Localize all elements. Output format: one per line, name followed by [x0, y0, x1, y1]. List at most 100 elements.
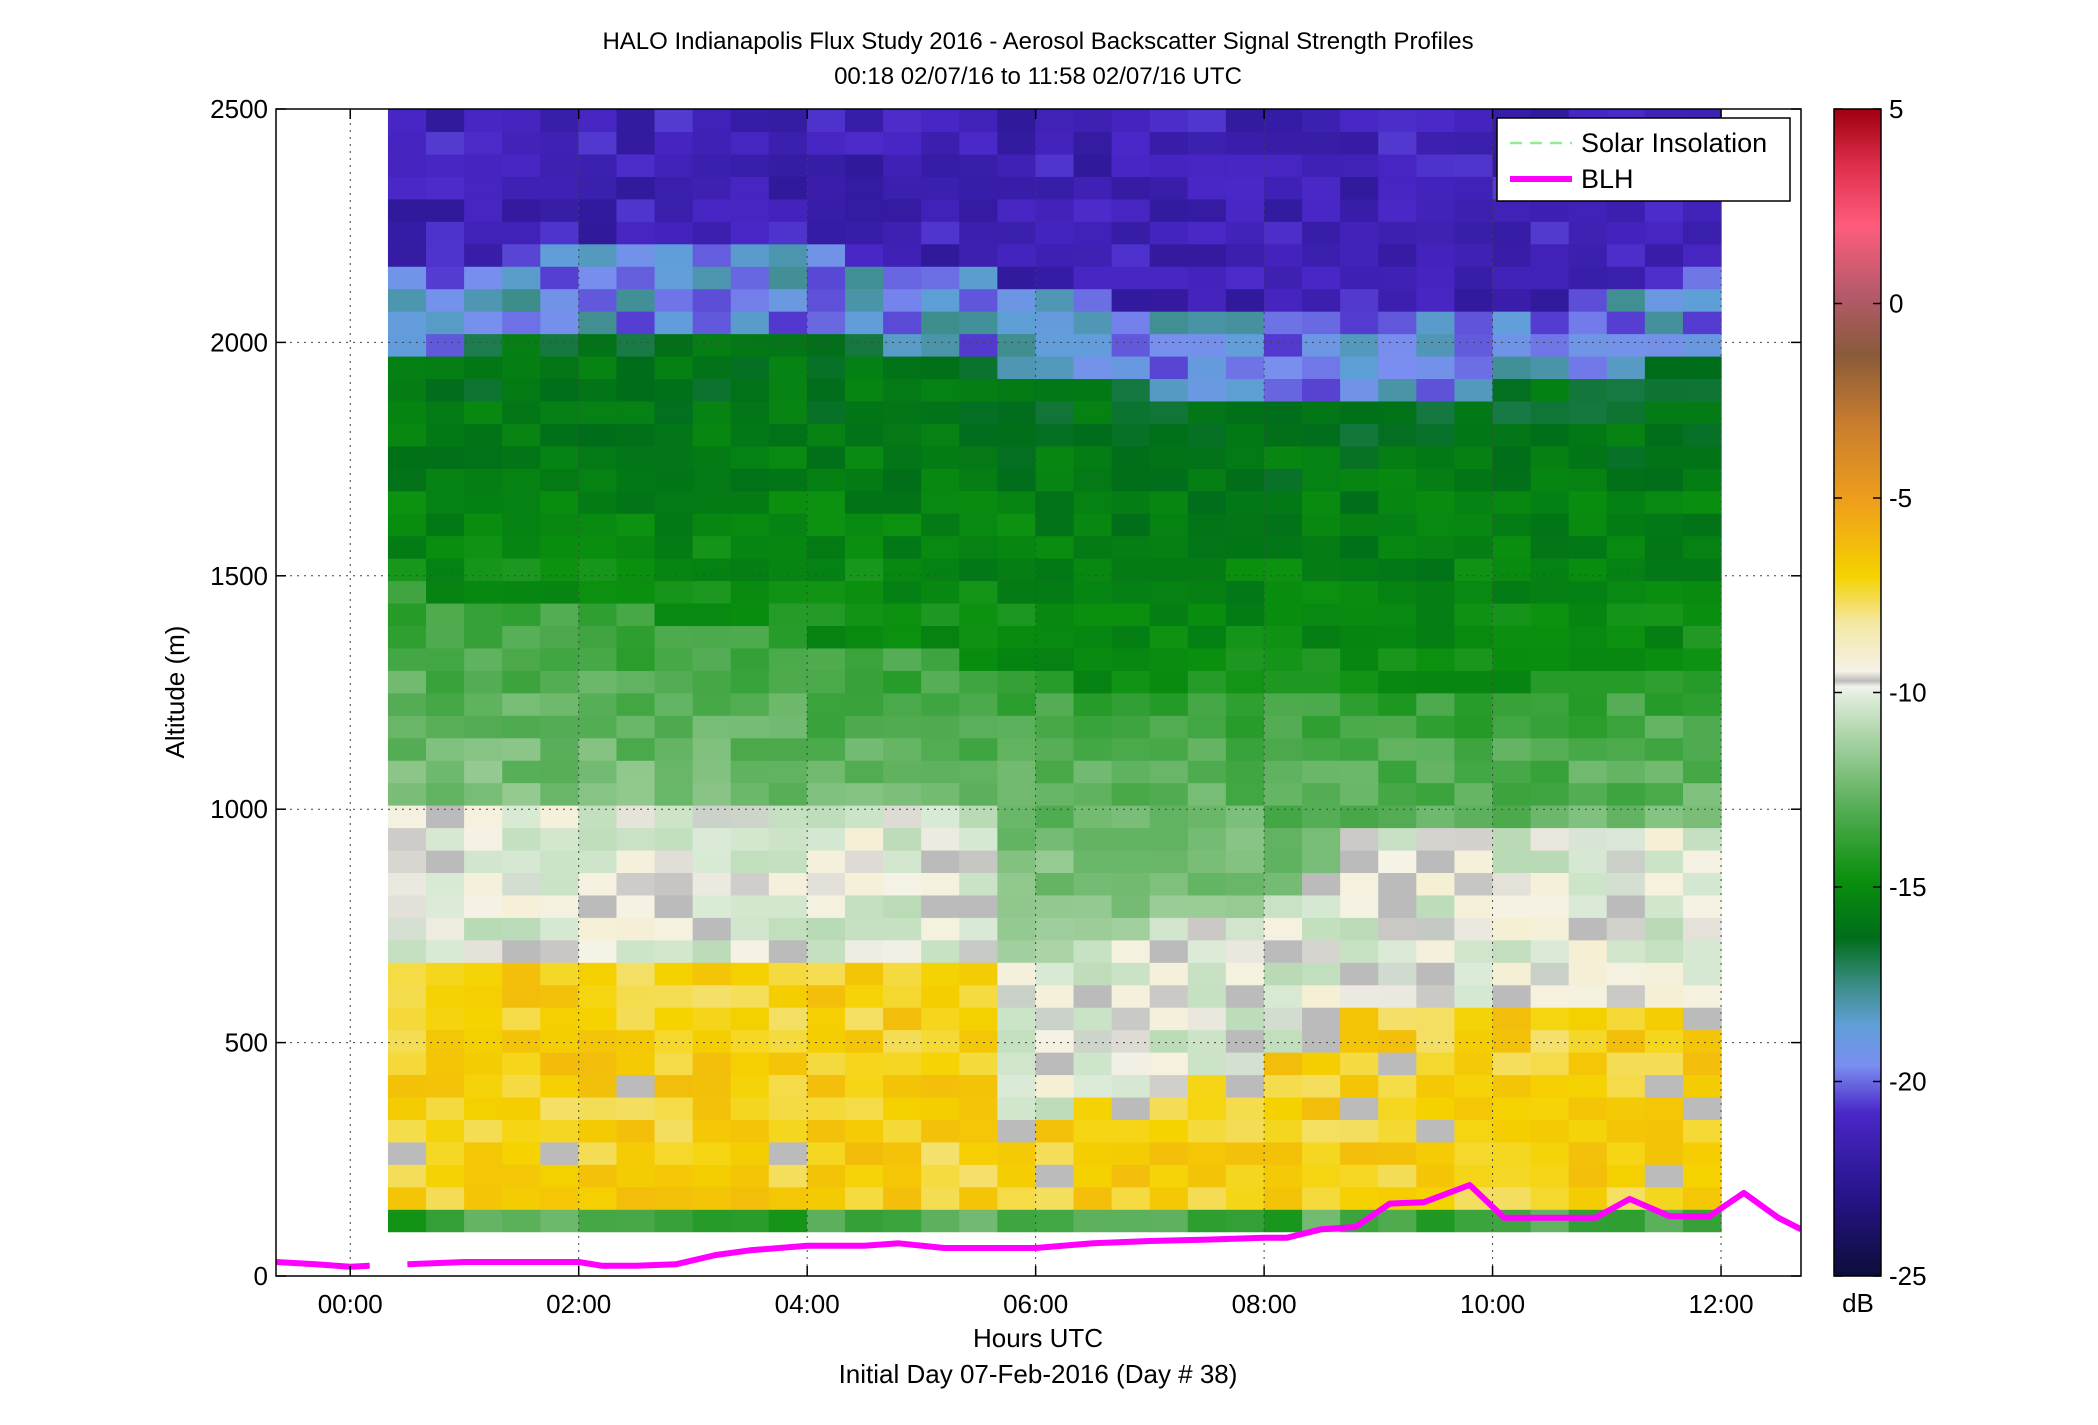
heatmap-cell	[502, 423, 541, 447]
heatmap-cell	[883, 1164, 922, 1188]
heatmap-cell	[730, 1141, 770, 1165]
heatmap-cell	[502, 939, 541, 963]
heatmap-cell	[1378, 984, 1417, 1008]
heatmap-cell	[845, 580, 884, 604]
heatmap-cell	[616, 692, 656, 716]
heatmap-cell	[1530, 221, 1570, 245]
heatmap-cell	[1149, 625, 1189, 649]
heatmap-cell	[768, 1164, 808, 1188]
heatmap-cell	[540, 266, 579, 290]
heatmap-cell	[1454, 198, 1494, 222]
heatmap-cell	[1187, 355, 1227, 380]
heatmap-cell	[1606, 917, 1646, 941]
heatmap-cell	[1416, 939, 1456, 963]
heatmap-cell	[1225, 490, 1265, 514]
heatmap-cell	[654, 782, 694, 806]
heatmap-cell	[1263, 333, 1303, 357]
heatmap-cell	[730, 715, 770, 739]
heatmap-cell	[921, 872, 960, 896]
heatmap-cell	[1340, 580, 1379, 604]
heatmap-cell	[464, 468, 503, 492]
heatmap-cell	[540, 288, 579, 312]
heatmap-cell	[1111, 1209, 1151, 1233]
heatmap-cell	[1073, 962, 1113, 986]
heatmap-cell	[768, 423, 808, 447]
heatmap-cell	[921, 782, 960, 806]
heatmap-cell	[959, 243, 998, 267]
heatmap-cell	[845, 176, 884, 200]
heatmap-cell	[387, 872, 427, 896]
heatmap-cell	[1454, 378, 1494, 402]
heatmap-cell	[1530, 962, 1570, 986]
heatmap-cell	[1340, 670, 1379, 694]
heatmap-cell	[959, 468, 998, 492]
heatmap-cell	[1225, 445, 1265, 469]
heatmap-cell	[1606, 1074, 1646, 1098]
heatmap-cell	[1416, 1119, 1456, 1143]
heatmap-cell	[1263, 1119, 1303, 1143]
heatmap-cell	[1340, 1007, 1379, 1031]
heatmap-cell	[502, 558, 541, 582]
heatmap-cell	[1340, 355, 1379, 380]
heatmap-cell	[806, 1141, 846, 1165]
heatmap-cell	[1378, 849, 1417, 873]
heatmap-cell	[959, 760, 998, 784]
heatmap-cell	[1530, 355, 1570, 380]
heatmap-cell	[578, 1164, 618, 1188]
heatmap-cell	[1682, 288, 1722, 312]
heatmap-cell	[654, 602, 694, 627]
heatmap-cell	[883, 647, 922, 671]
heatmap-cell	[806, 715, 846, 739]
heatmap-cell	[1682, 311, 1722, 335]
heatmap-cell	[1302, 872, 1341, 896]
heatmap-cell	[806, 468, 846, 492]
heatmap-cell	[1492, 984, 1532, 1008]
heatmap-cell	[502, 1007, 541, 1031]
heatmap-cell	[616, 782, 656, 806]
heatmap-cell	[692, 131, 732, 155]
heatmap-cell	[883, 558, 922, 582]
heatmap-cell	[1568, 962, 1608, 986]
heatmap-cell	[426, 805, 465, 829]
heatmap-cell	[464, 917, 503, 941]
heatmap-cell	[1263, 221, 1303, 245]
heatmap-cell	[768, 513, 808, 537]
heatmap-cell	[616, 715, 656, 739]
heatmap-cell	[426, 715, 465, 739]
heatmap-cell	[1644, 400, 1684, 424]
heatmap-cell	[1187, 333, 1227, 357]
heatmap-cell	[1416, 805, 1456, 829]
heatmap-cell	[1073, 445, 1113, 469]
heatmap-cell	[806, 423, 846, 447]
heatmap-cell	[959, 849, 998, 873]
heatmap-cell	[883, 535, 922, 559]
heatmap-cell	[616, 1209, 656, 1233]
heatmap-cell	[1187, 1096, 1227, 1120]
heatmap-cell	[845, 198, 884, 222]
heatmap-cell	[921, 468, 960, 492]
heatmap-cell	[1492, 1007, 1532, 1031]
heatmap-cell	[464, 1119, 503, 1143]
heatmap-cell	[1187, 625, 1227, 649]
heatmap-cell	[1378, 221, 1417, 245]
heatmap-cell	[578, 221, 618, 245]
heatmap-cell	[1073, 1164, 1113, 1188]
heatmap-cell	[730, 266, 770, 290]
heatmap-cell	[616, 535, 656, 559]
heatmap-cell	[883, 490, 922, 514]
heatmap-cell	[1187, 400, 1227, 424]
heatmap-cell	[426, 266, 465, 290]
heatmap-cell	[464, 1141, 503, 1165]
heatmap-cell	[1340, 1096, 1379, 1120]
heatmap-cell	[1644, 715, 1684, 739]
heatmap-cell	[1492, 692, 1532, 716]
heatmap-cell	[387, 939, 427, 963]
heatmap-cell	[997, 625, 1037, 649]
heatmap-cell	[997, 602, 1037, 627]
heatmap-cell	[540, 400, 579, 424]
heatmap-cell	[654, 513, 694, 537]
heatmap-cell	[1530, 872, 1570, 896]
heatmap-cell	[1263, 535, 1303, 559]
heatmap-cell	[1492, 1119, 1532, 1143]
heatmap-cell	[692, 1209, 732, 1233]
